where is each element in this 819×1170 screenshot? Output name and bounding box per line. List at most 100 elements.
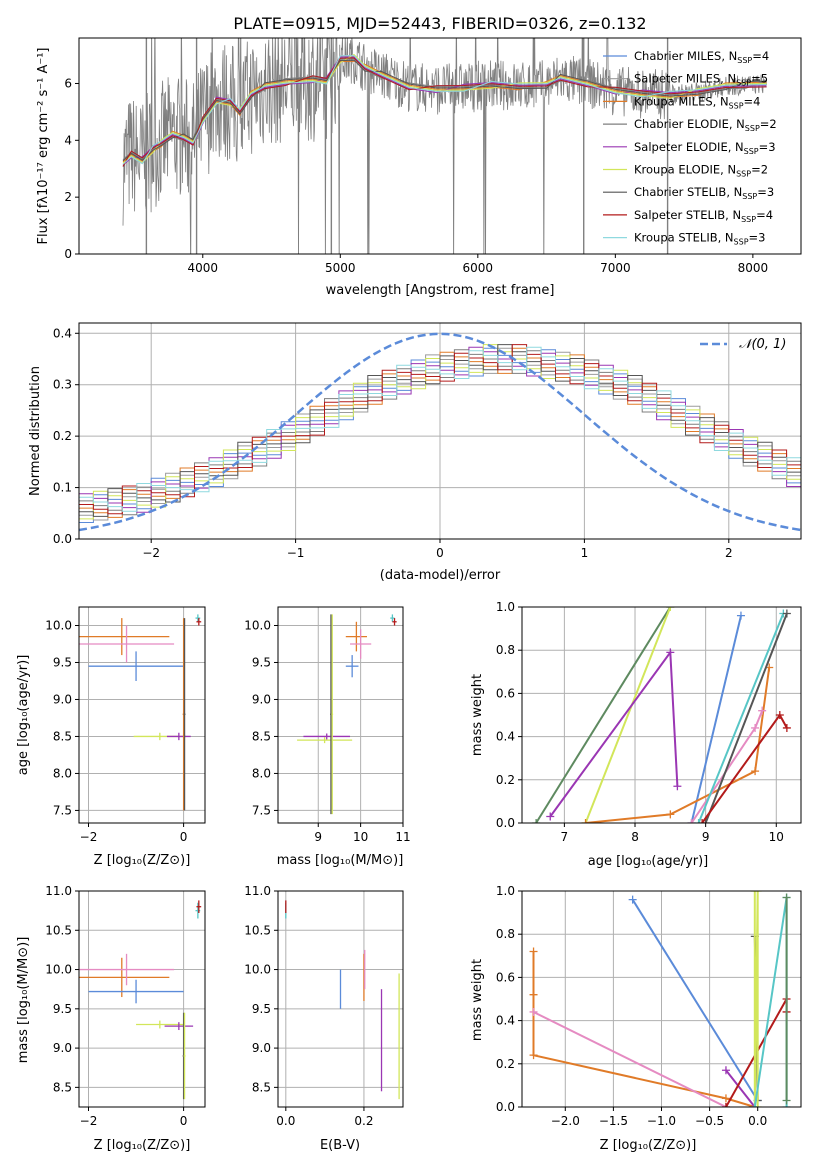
legend-value: =4 xyxy=(752,49,769,63)
y-tick-label: 0.2 xyxy=(53,429,72,443)
series-marker xyxy=(721,1066,730,1075)
plot-area xyxy=(79,900,202,1100)
axes-frame xyxy=(78,322,802,540)
x-tick-label: −2.0 xyxy=(551,1114,580,1128)
legend-subscript: SSP xyxy=(737,56,752,65)
y-tick-label: 0.1 xyxy=(53,481,72,495)
mass-vs-ebv-xlabel: E(B-V) xyxy=(320,1138,360,1153)
model-fit-line xyxy=(122,59,767,162)
y-tick-label: 10.5 xyxy=(45,923,72,937)
series-line xyxy=(690,615,742,823)
legend-subscript: SSP xyxy=(741,215,756,224)
y-tick-label: 8.5 xyxy=(252,729,271,743)
axes-frame xyxy=(277,606,404,824)
legend-entry: Chabrier MILES, NSSP=4 xyxy=(634,49,769,65)
axes-frame xyxy=(78,606,206,824)
histogram-step xyxy=(79,349,801,516)
y-tick-label: 9.0 xyxy=(252,692,271,706)
errorbar-point xyxy=(79,953,175,986)
x-tick-label: 9 xyxy=(702,830,710,844)
y-tick-label: 9.5 xyxy=(252,1002,271,1016)
y-tick-label: 1.0 xyxy=(496,600,515,614)
legend-label: Salpeter STELIB, N xyxy=(634,208,741,222)
y-tick-label: 8.0 xyxy=(53,766,72,780)
legend-entry: Chabrier ELODIE, NSSP=2 xyxy=(634,117,777,133)
y-tick-label: 0.0 xyxy=(53,532,72,546)
legend-entry: Chabrier STELIB, NSSP=3 xyxy=(634,185,774,201)
series-marker xyxy=(753,1103,762,1107)
y-tick-label: 9.0 xyxy=(252,1041,271,1055)
legend-subscript: SSP xyxy=(744,147,759,156)
legend-label: Salpeter ELODIE, N xyxy=(634,140,744,154)
axes-frame xyxy=(78,890,206,1108)
legend-label: Chabrier STELIB, N xyxy=(634,185,742,199)
y-tick-label: 11.0 xyxy=(45,884,72,898)
errorbar-point xyxy=(331,614,334,815)
series-marker xyxy=(628,895,637,904)
plot-area xyxy=(122,38,767,254)
plot-area xyxy=(79,614,202,811)
y-tick-label: 9.5 xyxy=(53,1002,72,1016)
x-tick-label: −1.0 xyxy=(647,1114,676,1128)
errorbar-point xyxy=(79,957,170,998)
y-tick-label: 9.5 xyxy=(53,655,72,669)
errorbar-point xyxy=(350,629,372,659)
x-tick-label: 0 xyxy=(436,546,444,560)
legend-label: Kroupa ELODIE, N xyxy=(634,163,736,177)
legend-entry: Salpeter ELODIE, NSSP=3 xyxy=(634,140,776,156)
age-vs-z-panel: −2 0 7.5 8.0 8.5 9.0 9.5 10.0 xyxy=(45,606,206,844)
y-tick-label: 11.0 xyxy=(244,884,271,898)
x-tick-label: −0.5 xyxy=(695,1114,724,1128)
plot-area xyxy=(79,332,801,532)
series-marker xyxy=(529,1051,538,1060)
y-tick-label: 10.5 xyxy=(244,923,271,937)
x-tick-label: 0.0 xyxy=(748,1114,767,1128)
y-tick-label: 10.0 xyxy=(244,618,271,632)
series-line xyxy=(535,607,672,823)
series-marker xyxy=(698,819,707,823)
y-tick-label: 10.0 xyxy=(45,963,72,977)
x-tick-label: 6000 xyxy=(463,261,494,275)
series-marker xyxy=(666,607,675,611)
series-line xyxy=(697,613,785,823)
mass-vs-z-panel: −2 0 8.5 9.0 9.5 10.0 10.5 11.0 xyxy=(45,884,206,1128)
spectrum-ylabel: Flux [fλ10⁻¹⁷ erg cm⁻² s⁻¹ A⁻¹] xyxy=(36,48,51,245)
plot-area xyxy=(529,891,791,1107)
x-tick-label: 5000 xyxy=(325,261,356,275)
y-tick-label: 0.4 xyxy=(53,326,72,340)
errorbar-point xyxy=(79,625,175,663)
age-vs-mass-panel: 9 10 11 7.5 8.0 8.5 9.0 9.5 10.0 xyxy=(244,606,411,844)
legend-label: Kroupa STELIB, N xyxy=(634,231,734,245)
normal-curve xyxy=(79,332,801,532)
legend-label: Chabrier ELODIE, N xyxy=(634,117,745,131)
y-tick-label: 0.6 xyxy=(496,970,515,984)
legend-value: =3 xyxy=(757,185,774,199)
mw-z-ylabel: mass weight xyxy=(470,959,485,1041)
errorbar-point xyxy=(390,614,395,622)
series-marker xyxy=(782,723,791,732)
y-tick-label: 9.0 xyxy=(53,1041,72,1055)
axes-frame xyxy=(277,890,404,1108)
errorbar-point xyxy=(88,651,184,681)
legend-entry: Salpeter STELIB, NSSP=4 xyxy=(634,208,773,224)
y-tick-label: 0.0 xyxy=(496,1100,515,1114)
errorbar-point xyxy=(195,902,201,919)
x-tick-label: −2 xyxy=(80,830,98,844)
age-vs-z-ylabel: age [log₁₀(age/yr)] xyxy=(16,655,31,776)
y-tick-label: 0.3 xyxy=(53,378,72,392)
series-marker xyxy=(721,1094,730,1103)
histogram-step xyxy=(79,344,801,520)
series-line xyxy=(725,1069,756,1107)
errorbar-point xyxy=(196,618,202,626)
series-marker xyxy=(782,609,791,618)
age-vs-z-xlabel: Z [log₁₀(Z/Z⊙)] xyxy=(94,853,191,868)
series-line xyxy=(753,897,788,1107)
legend-entry: Kroupa ELODIE, NSSP=2 xyxy=(634,163,768,179)
series-marker xyxy=(721,1103,730,1107)
y-tick-label: 0.0 xyxy=(496,816,515,830)
legend-entry: Kroupa MILES, NSSP=4 xyxy=(634,94,760,110)
legend-value: =4 xyxy=(744,94,761,108)
series-marker xyxy=(666,648,675,657)
series-marker xyxy=(753,891,762,895)
series-line xyxy=(704,613,788,823)
